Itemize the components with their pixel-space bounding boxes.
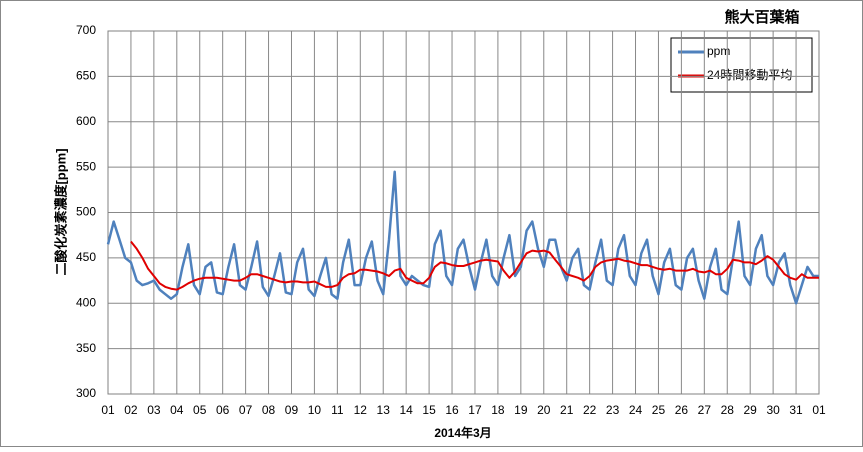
x-tick-label: 23 bbox=[606, 403, 620, 417]
x-tick-label: 30 bbox=[766, 403, 780, 417]
x-tick-label: 24 bbox=[629, 403, 643, 417]
x-tick-label: 13 bbox=[377, 403, 391, 417]
y-tick-label: 700 bbox=[76, 23, 96, 37]
x-tick-label: 25 bbox=[652, 403, 666, 417]
y-tick-label: 650 bbox=[76, 69, 96, 83]
x-tick-label: 26 bbox=[675, 403, 689, 417]
x-tick-label: 08 bbox=[262, 403, 276, 417]
x-tick-label: 19 bbox=[514, 403, 528, 417]
x-tick-label: 29 bbox=[744, 403, 758, 417]
x-tick-label: 16 bbox=[445, 403, 459, 417]
y-tick-label: 300 bbox=[76, 386, 96, 400]
y-tick-label: 600 bbox=[76, 114, 96, 128]
legend: ppm 24時間移動平均 bbox=[670, 37, 813, 93]
y-axis-label: 二酸化炭素濃度[ppm] bbox=[53, 148, 68, 275]
x-tick-label: 27 bbox=[698, 403, 712, 417]
legend-box bbox=[670, 37, 813, 93]
x-tick-label: 18 bbox=[491, 403, 505, 417]
y-tick-label: 350 bbox=[76, 341, 96, 355]
x-tick-label: 11 bbox=[331, 403, 344, 417]
legend-label: ppm bbox=[707, 44, 730, 58]
x-tick-label: 02 bbox=[124, 403, 138, 417]
x-tick-label: 14 bbox=[399, 403, 413, 417]
x-tick-label: 10 bbox=[308, 403, 322, 417]
data-line bbox=[106, 170, 819, 305]
x-tick-label: 21 bbox=[560, 403, 574, 417]
x-tick-label: 12 bbox=[354, 403, 368, 417]
x-tick-label: 01 bbox=[101, 403, 115, 417]
x-tick-label: 01 bbox=[812, 403, 826, 417]
chart-title: 熊大百葉箱 bbox=[724, 8, 799, 26]
data-line bbox=[130, 240, 819, 291]
y-tick-label: 500 bbox=[76, 205, 96, 219]
x-tick-label: 06 bbox=[216, 403, 230, 417]
y-tick-label: 400 bbox=[76, 295, 96, 309]
x-tick-label: 22 bbox=[583, 403, 597, 417]
x-tick-label: 03 bbox=[147, 403, 161, 417]
x-tick-label: 05 bbox=[193, 403, 207, 417]
plot-border bbox=[107, 30, 820, 395]
y-tick-label: 550 bbox=[76, 159, 96, 173]
x-tick-label: 07 bbox=[239, 403, 253, 417]
x-tick-label: 31 bbox=[789, 403, 803, 417]
x-tick-label: 15 bbox=[422, 403, 436, 417]
legend-label: 24時間移動平均 bbox=[707, 68, 792, 82]
x-axis-label: 2014年3月 bbox=[434, 425, 491, 440]
x-tick-label: 28 bbox=[721, 403, 735, 417]
x-tick-label: 20 bbox=[537, 403, 551, 417]
x-tick-label: 17 bbox=[468, 403, 482, 417]
y-tick-label: 450 bbox=[76, 250, 96, 264]
x-tick-label: 04 bbox=[170, 403, 184, 417]
x-tick-label: 09 bbox=[285, 403, 299, 417]
